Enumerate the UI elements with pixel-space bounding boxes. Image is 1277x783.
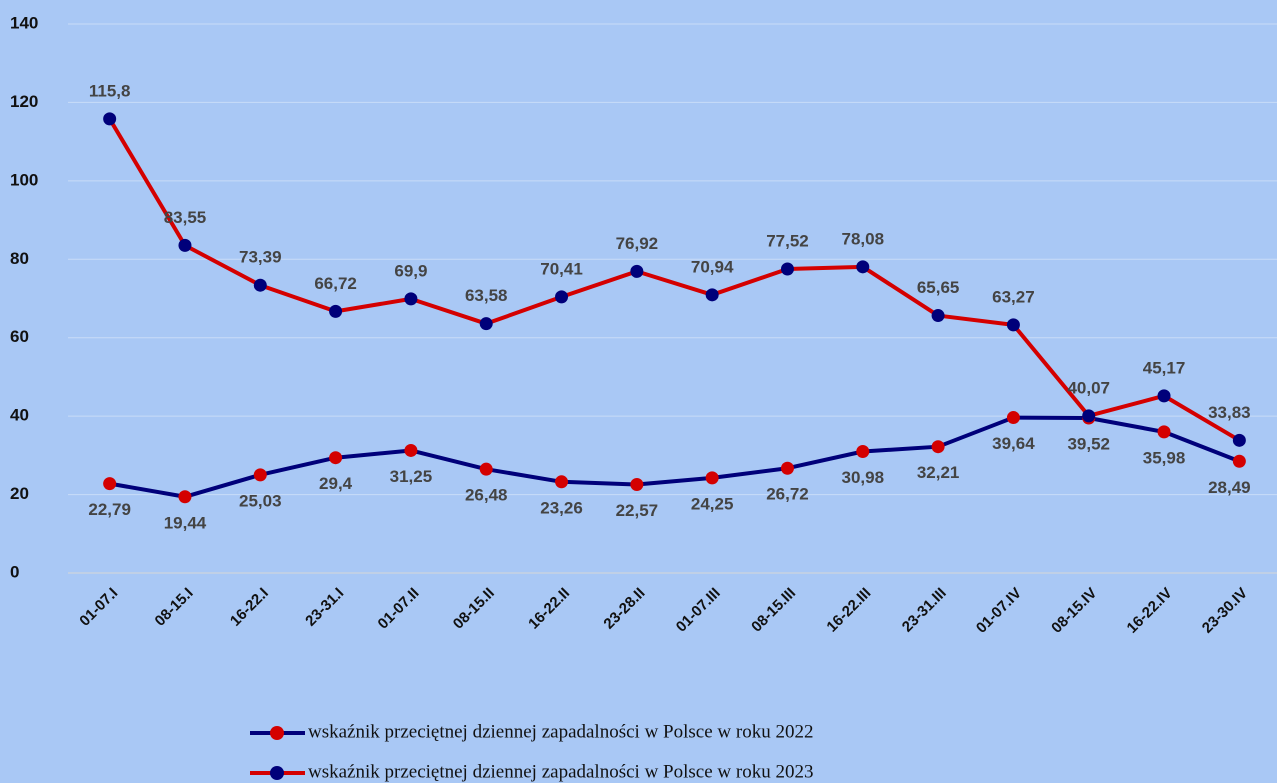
data-point [931,440,945,454]
data-point [178,490,192,504]
legend-label: wskaźnik przeciętnej dziennej zapadalnoś… [308,721,813,742]
data-point [178,238,192,252]
data-point [253,278,267,292]
data-point [931,309,945,323]
data-label: 76,92 [616,234,659,253]
data-label: 63,27 [992,287,1035,306]
y-tick-label: 20 [10,484,29,503]
x-tick-label: 08-15.II [450,585,498,633]
data-point [555,290,569,304]
data-point [856,260,870,274]
data-label: 24,25 [691,494,734,513]
data-label: 69,9 [394,261,427,280]
y-tick-label: 100 [10,170,38,189]
data-point [780,262,794,276]
data-label: 30,98 [842,468,885,487]
series-line [109,415,1241,499]
legend-label: wskaźnik przeciętnej dziennej zapadalnoś… [308,761,813,782]
x-tick-label: 16-22.I [227,585,272,630]
data-point [329,451,343,465]
x-tick-label: 01-07.I [76,585,121,630]
data-label: 26,48 [465,486,508,505]
legend-marker [270,726,284,740]
data-label: 66,72 [314,274,357,293]
data-label: 78,08 [842,229,885,248]
data-label: 22,79 [88,500,131,519]
data-label: 65,65 [917,278,960,297]
x-tick-label: 08-15.IV [1048,585,1100,637]
x-tick-label: 23-31.I [302,585,347,630]
legend-marker [270,766,284,780]
data-label: 23,26 [540,498,583,517]
y-tick-label: 140 [10,13,38,32]
y-tick-label: 40 [10,406,29,425]
data-label: 115,8 [89,81,131,100]
x-tick-label: 08-15.I [152,585,197,630]
data-label: 40,07 [1067,378,1110,397]
data-label: 39,52 [1067,435,1110,454]
data-point [705,288,719,302]
data-label: 25,03 [239,491,282,510]
x-tick-label: 16-22.IV [1124,585,1176,637]
x-tick-label: 16-22.III [823,585,874,636]
data-label: 70,94 [691,257,734,276]
data-point [555,475,569,489]
data-point [329,304,343,318]
data-label: 35,98 [1143,448,1186,467]
data-label: 73,39 [239,248,282,267]
data-point [630,264,644,278]
data-point [253,468,267,482]
data-point [404,443,418,457]
data-label: 33,83 [1208,403,1251,422]
y-tick-label: 60 [10,327,29,346]
x-tick-label: 01-07.IV [973,585,1025,637]
x-tick-label: 01-07.II [375,585,423,633]
data-point [630,477,644,491]
data-label: 32,21 [917,463,960,482]
data-point [1232,454,1246,468]
data-label: 45,17 [1143,358,1186,377]
data-label: 22,57 [616,501,659,520]
x-tick-label: 16-22.II [525,585,573,633]
data-point [1082,409,1096,423]
data-point [780,461,794,475]
x-tick-label: 23-31.III [899,585,950,636]
data-label: 39,64 [992,434,1035,453]
data-point [1232,433,1246,447]
data-label: 83,55 [164,208,207,227]
data-point [705,471,719,485]
data-label: 28,49 [1208,478,1251,497]
data-point [856,445,870,459]
data-point [404,292,418,306]
data-label: 31,25 [390,467,433,486]
data-point [103,477,117,491]
data-point [479,462,493,476]
data-point [103,112,117,126]
data-point [1157,425,1171,439]
data-point [1006,411,1020,425]
data-point [479,317,493,331]
data-label: 29,4 [319,474,353,493]
x-tick-label: 23-28.II [600,585,648,633]
data-label: 63,58 [465,286,508,305]
x-tick-label: 23-30.IV [1199,585,1251,637]
data-label: 77,52 [766,231,809,250]
x-tick-label: 01-07.III [673,585,724,636]
data-point [1006,318,1020,332]
data-point [1157,389,1171,403]
x-tick-label: 08-15.III [748,585,799,636]
y-tick-label: 120 [10,92,38,111]
data-label: 19,44 [164,513,207,532]
data-label: 70,41 [540,259,583,278]
series-line [107,117,1241,443]
data-label: 26,72 [766,485,809,504]
y-tick-label: 80 [10,249,29,268]
y-tick-label: 0 [10,562,19,581]
